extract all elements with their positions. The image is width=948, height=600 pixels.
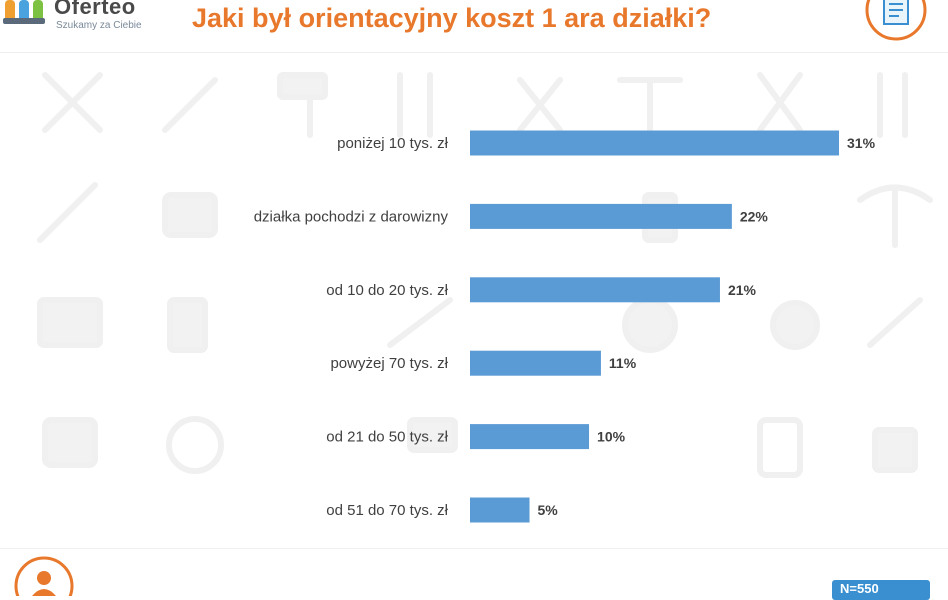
value-label: 21%: [728, 282, 757, 298]
trowel-icon: [162, 77, 218, 133]
gear-icon: [770, 300, 820, 350]
category-label: działka pochodzi z darowizny: [254, 208, 449, 225]
grinder-icon: [42, 417, 98, 468]
saw-icon: [387, 297, 453, 348]
pickaxe-icon: [857, 184, 933, 248]
page-title: Jaki był orientacyjny koszt 1 ara działk…: [192, 3, 712, 33]
brand-name: Oferteo: [54, 0, 136, 19]
value-label: 31%: [847, 135, 876, 151]
pencil-icon: [397, 72, 433, 138]
value-label: 10%: [597, 429, 626, 445]
cutter-icon: [757, 72, 803, 133]
bar: [470, 350, 601, 376]
phone-icon: [757, 417, 803, 478]
drill-icon: [167, 297, 208, 353]
brush-icon: [162, 192, 218, 238]
bar: [470, 277, 720, 303]
footer-divider: [0, 548, 948, 549]
nail-gun-icon: [407, 417, 458, 453]
category-label: od 51 do 70 tys. zł: [326, 502, 448, 519]
category-label: powyżej 70 tys. zł: [330, 355, 448, 372]
tape-measure-icon: [166, 416, 224, 474]
bar: [470, 130, 839, 156]
oferteo-logo-icon: [3, 0, 45, 24]
value-label: 11%: [609, 355, 637, 371]
toolbox-icon: [37, 297, 103, 348]
axe-icon: [37, 182, 98, 243]
screwdriver-icon: [877, 72, 908, 138]
bucket-icon: [872, 427, 918, 473]
category-label: poniżej 10 tys. zł: [337, 135, 449, 152]
category-label: od 10 do 20 tys. zł: [326, 282, 448, 299]
sample-size-badge: N=550: [832, 580, 930, 600]
brand-tagline: Szukamy za Ciebie: [56, 20, 142, 31]
value-label: 22%: [740, 208, 769, 224]
bar: [470, 203, 732, 229]
paint-roller-icon: [277, 72, 328, 138]
bar: [470, 497, 530, 523]
level-icon: [867, 297, 923, 348]
wrench-screwdriver-icon: [42, 72, 103, 133]
brand-logo[interactable]: Oferteo Szukamy za Ciebie: [2, 0, 162, 40]
pliers-icon: [517, 77, 563, 133]
header-divider: [0, 52, 948, 53]
bar: [470, 424, 590, 450]
hammer-icon: [617, 77, 683, 138]
value-label: 5%: [538, 502, 559, 518]
category-label: od 21 do 50 tys. zł: [326, 429, 448, 446]
document-icon: [865, 0, 927, 41]
person-icon: [14, 556, 74, 596]
